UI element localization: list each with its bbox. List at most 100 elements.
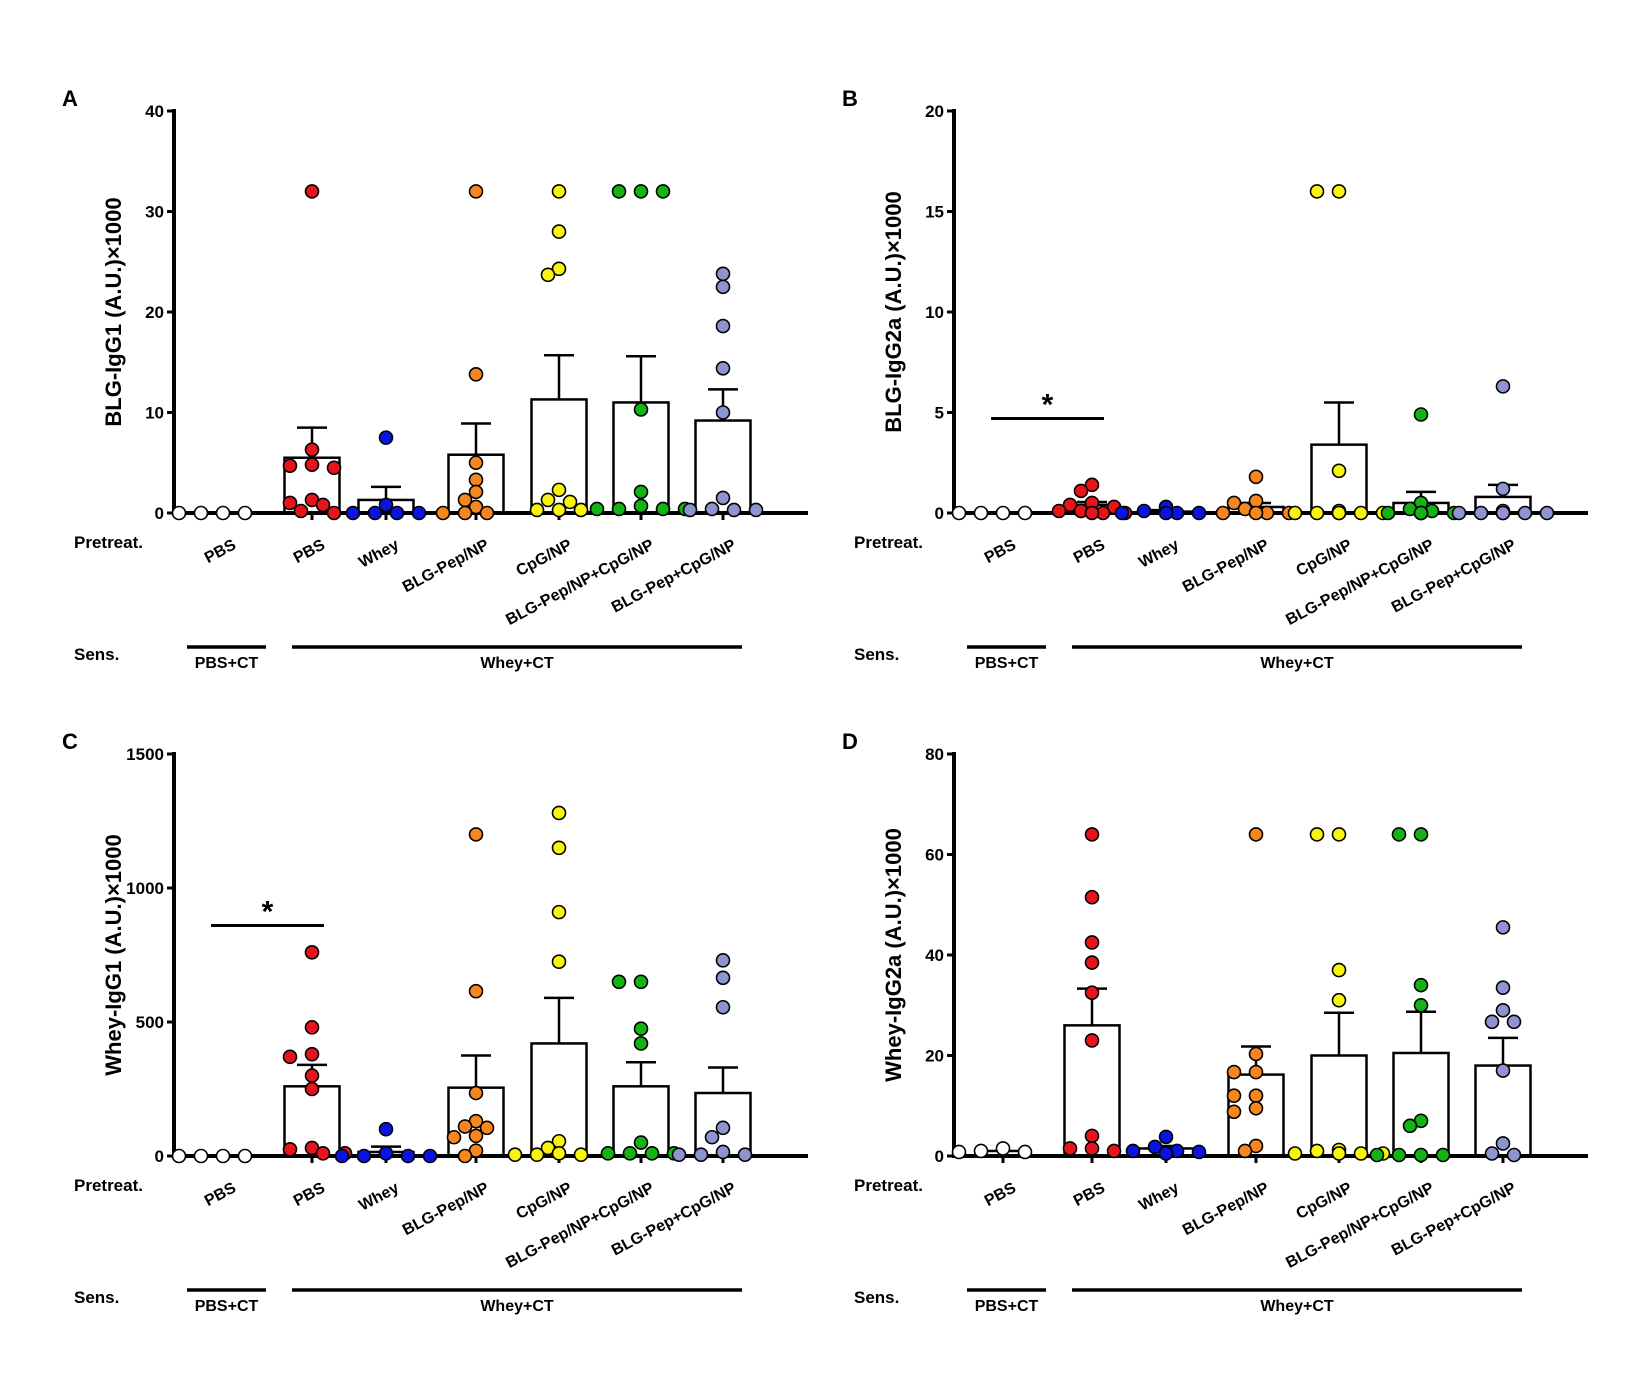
data-point [951, 1144, 967, 1160]
data-point [315, 497, 331, 513]
data-point [326, 460, 342, 476]
x-category-label: BLG-Pep/NP [1180, 1179, 1272, 1239]
data-point [1158, 1146, 1174, 1161]
sens-group-label: Whey+CT [1260, 1298, 1334, 1315]
data-point [1084, 955, 1100, 970]
bar [1392, 1051, 1450, 1158]
data-point [1369, 1147, 1385, 1163]
x-category-label: Whey [1136, 1179, 1182, 1214]
x-category-label: BLG-Pep/NP+CpG/NP [503, 536, 657, 629]
data-point [551, 184, 567, 199]
data-point [682, 502, 698, 518]
data-point [1309, 827, 1325, 842]
x-category-label: Whey [356, 1179, 402, 1214]
data-point [215, 1148, 231, 1164]
data-point [633, 1135, 649, 1150]
data-point [1484, 1146, 1500, 1161]
data-point [193, 1148, 209, 1164]
data-point [1017, 1144, 1033, 1160]
y-tick-label: 10 [145, 404, 164, 423]
y-tick-label: 1500 [126, 745, 164, 764]
data-point [611, 501, 627, 517]
data-point [633, 402, 649, 417]
sens-label: Sens. [74, 645, 119, 664]
data-point [1106, 1143, 1122, 1159]
x-category-label: Whey [356, 536, 402, 571]
data-point [540, 267, 556, 283]
data-point [995, 505, 1011, 521]
data-point [304, 442, 320, 457]
data-point [622, 1146, 638, 1161]
data-point [282, 1142, 298, 1157]
data-point [551, 224, 567, 239]
data-point [715, 970, 731, 986]
data-point [1084, 1128, 1100, 1144]
y-tick-label: 500 [136, 1013, 164, 1032]
y-tick-label: 30 [145, 203, 164, 222]
data-point [1248, 1100, 1264, 1116]
data-point [282, 458, 298, 474]
data-point [435, 505, 451, 521]
data-point [1380, 505, 1396, 521]
data-point [479, 1120, 495, 1136]
x-category-label: PBS [291, 1179, 328, 1210]
data-point [551, 954, 567, 970]
data-point [973, 505, 989, 521]
data-point [1287, 505, 1303, 521]
data-point [1136, 503, 1152, 519]
data-point [1191, 505, 1207, 521]
data-point [671, 1147, 687, 1162]
data-point [562, 494, 578, 510]
bar [1310, 443, 1368, 515]
data-point [215, 505, 231, 521]
data-point [304, 1020, 320, 1035]
data-point [1331, 992, 1347, 1008]
data-point [715, 1144, 731, 1160]
data-point [1331, 463, 1347, 479]
data-point [1413, 1147, 1429, 1163]
y-tick-label: 0 [935, 504, 944, 523]
data-point [1353, 1146, 1369, 1161]
data-point [1484, 1014, 1500, 1030]
data-point [589, 501, 605, 517]
data-point [1237, 1143, 1253, 1159]
data-point [457, 1119, 473, 1134]
data-point [389, 505, 405, 521]
sens-group-label: PBS+CT [975, 1298, 1039, 1315]
data-point [1226, 1088, 1242, 1103]
data-point [1517, 505, 1533, 521]
y-tick-label: 20 [145, 303, 164, 322]
data-point [1539, 505, 1555, 521]
data-point [446, 1129, 462, 1145]
y-tick-label: 20 [925, 102, 944, 121]
data-point [1248, 1064, 1264, 1080]
data-point [655, 184, 671, 199]
x-category-label: PBS [1071, 1179, 1108, 1210]
data-point [171, 1148, 187, 1164]
data-point [633, 498, 649, 514]
x-category-label: PBS [202, 536, 239, 567]
bar [1310, 1054, 1368, 1158]
data-point [715, 1120, 731, 1136]
x-category-label: CpG/NP [514, 1179, 576, 1223]
data-point [1248, 1046, 1264, 1062]
data-point [1248, 827, 1264, 842]
y-axis-label: Whey-IgG1 (A.U.)×1000 [101, 834, 126, 1075]
data-point [715, 279, 731, 295]
data-point [551, 1146, 567, 1161]
data-point [551, 805, 567, 821]
data-point [378, 1121, 394, 1137]
data-point [633, 484, 649, 500]
data-point [644, 1146, 660, 1161]
sens-group-label: Whey+CT [480, 1298, 554, 1315]
panel-letter: B [842, 86, 858, 111]
pretreat-label: Pretreat. [74, 1176, 143, 1195]
data-point [704, 501, 720, 517]
data-point [411, 505, 427, 521]
data-point [1287, 1146, 1303, 1161]
data-point [1413, 407, 1429, 422]
data-point [468, 455, 484, 471]
data-point [633, 1036, 649, 1051]
data-point [237, 1148, 253, 1164]
data-point [655, 501, 671, 517]
